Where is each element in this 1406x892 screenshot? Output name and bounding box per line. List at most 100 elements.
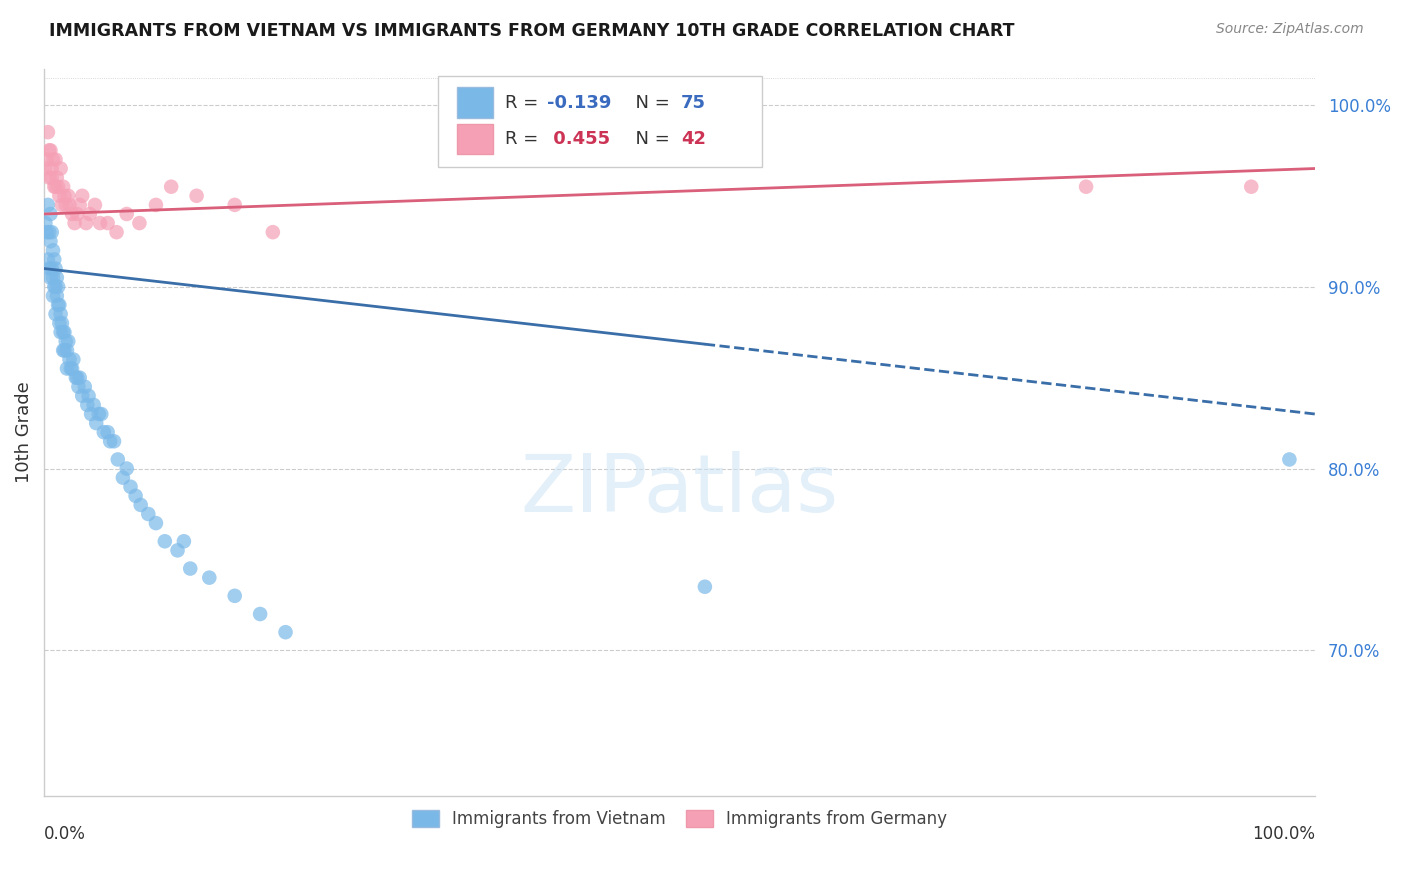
Point: [60, 361, 83, 376]
Point: [166, 543, 188, 558]
Point: [39, 270, 62, 285]
Point: [44, 279, 66, 293]
Point: [49, 161, 72, 176]
Point: [58, 352, 80, 367]
Point: [79, 207, 101, 221]
Point: [249, 607, 271, 621]
Point: [90, 407, 112, 421]
Point: [77, 389, 100, 403]
Point: [84, 416, 107, 430]
Point: [56, 343, 79, 358]
Point: [52, 325, 75, 339]
Text: 42: 42: [681, 130, 706, 148]
Point: [93, 425, 115, 440]
Point: [67, 380, 90, 394]
Point: [103, 434, 125, 449]
Point: [107, 452, 129, 467]
Point: [58, 334, 80, 349]
Point: [37, 125, 59, 139]
FancyBboxPatch shape: [439, 76, 762, 167]
Point: [128, 216, 150, 230]
Point: [41, 261, 63, 276]
Point: [274, 625, 297, 640]
Point: [41, 225, 63, 239]
Point: [52, 343, 75, 358]
Point: [115, 461, 138, 475]
Point: [60, 207, 83, 221]
Point: [66, 207, 89, 221]
Point: [38, 144, 60, 158]
Point: [41, 170, 63, 185]
Point: [65, 370, 87, 384]
Bar: [457, 124, 492, 154]
Point: [45, 170, 67, 185]
Point: [42, 289, 65, 303]
Text: 0.455: 0.455: [547, 130, 610, 148]
Point: [105, 225, 128, 239]
Point: [45, 179, 67, 194]
Point: [1240, 179, 1263, 194]
Y-axis label: 10th Grade: 10th Grade: [15, 381, 32, 483]
Point: [45, 279, 67, 293]
Point: [97, 216, 120, 230]
Point: [39, 207, 62, 221]
Point: [120, 480, 142, 494]
Point: [58, 198, 80, 212]
Point: [42, 270, 65, 285]
Point: [51, 316, 73, 330]
Point: [56, 361, 79, 376]
Point: [145, 198, 167, 212]
Point: [97, 425, 120, 440]
Point: [186, 189, 208, 203]
Point: [49, 307, 72, 321]
Point: [35, 225, 58, 239]
Point: [39, 234, 62, 248]
Point: [62, 352, 84, 367]
Point: [42, 153, 65, 167]
Point: [136, 507, 159, 521]
Point: [38, 261, 60, 276]
Point: [45, 289, 67, 303]
Point: [48, 298, 70, 312]
Point: [75, 216, 97, 230]
Point: [48, 189, 70, 203]
Text: R =: R =: [505, 94, 544, 112]
Point: [59, 361, 82, 376]
Point: [55, 334, 77, 349]
Point: [41, 161, 63, 176]
Text: N =: N =: [623, 94, 675, 112]
Text: -0.139: -0.139: [547, 94, 612, 112]
Point: [39, 144, 62, 158]
Point: [111, 470, 134, 484]
Point: [262, 225, 284, 239]
Point: [52, 179, 75, 194]
Point: [70, 189, 93, 203]
Point: [145, 516, 167, 530]
Text: R =: R =: [505, 130, 544, 148]
Point: [58, 189, 80, 203]
Point: [38, 225, 60, 239]
Point: [224, 198, 246, 212]
Text: N =: N =: [623, 130, 675, 148]
Point: [69, 370, 91, 384]
Point: [179, 561, 201, 575]
Point: [87, 407, 110, 421]
Point: [53, 343, 76, 358]
Point: [55, 198, 77, 212]
Point: [693, 580, 716, 594]
Point: [46, 298, 69, 312]
Point: [51, 198, 73, 212]
Text: IMMIGRANTS FROM VIETNAM VS IMMIGRANTS FROM GERMANY 10TH GRADE CORRELATION CHART: IMMIGRANTS FROM VIETNAM VS IMMIGRANTS FR…: [49, 22, 1015, 40]
Point: [1074, 179, 1097, 194]
Point: [153, 534, 176, 549]
Point: [1278, 452, 1301, 467]
Point: [63, 216, 86, 230]
Point: [48, 316, 70, 330]
Bar: [457, 87, 492, 118]
Point: [73, 380, 96, 394]
Point: [80, 407, 103, 421]
Text: 75: 75: [681, 94, 706, 112]
Point: [34, 161, 56, 176]
Point: [38, 170, 60, 185]
Legend: Immigrants from Vietnam, Immigrants from Germany: Immigrants from Vietnam, Immigrants from…: [405, 804, 953, 835]
